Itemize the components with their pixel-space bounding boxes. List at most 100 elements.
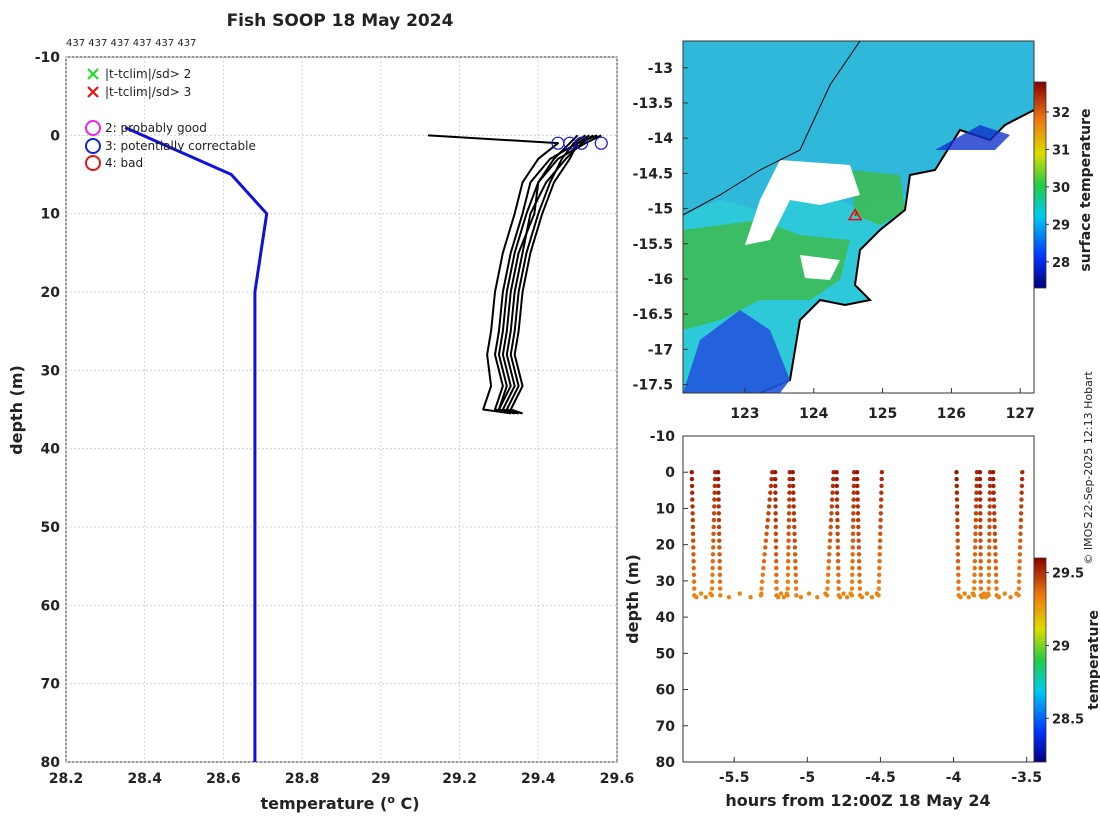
timeseries-dot [768,483,774,489]
timeseries-dot [992,517,997,523]
cast-profile-line [497,134,602,415]
timeseries-dot [763,538,769,543]
timeseries-dot [717,552,722,557]
timeseries-dot [785,593,790,598]
timeseries-dot [773,531,779,536]
ship-position-triangle [847,208,863,221]
timeseries-dot [793,586,799,591]
map-colorbar-tick-label: 30 [1052,181,1070,196]
timeseries-dot [851,504,856,509]
timeseries-dot [1017,558,1022,564]
profile-x-tick-label: 28.6 [206,771,241,787]
timeseries-dot [785,572,791,578]
timeseries-dot [716,504,721,509]
timeseries-dot [691,565,696,571]
timeseries-dot [831,476,836,482]
timeseries-dot [849,586,855,591]
timeseries-dot [709,586,715,591]
map-colorbar-label: surface temperature [1078,108,1094,271]
profile-y-tick-label: 70 [41,677,61,693]
timeseries-dot [712,504,717,509]
timeseries-dot [1017,572,1022,578]
cast-profile-line [509,134,591,415]
timeseries-dot [851,517,856,523]
timeseries-dot [691,552,696,557]
timeseries-dot [787,490,792,495]
timeseries-dot [993,565,999,571]
timeseries-dot [717,558,722,564]
timeseries-y-tick-label: 70 [656,719,676,735]
timeseries-y-tick-label: 40 [656,610,676,626]
timeseries-dot [878,511,884,516]
timeseries-dot [824,593,830,598]
cast-profile-line [497,134,579,415]
timeseries-dot [851,476,857,482]
timeseries-dot [711,511,717,516]
timeseries-dot [856,524,861,530]
timeseries-dot [978,565,983,571]
timeseries-dot [1016,586,1022,591]
timeseries-dot [716,517,722,523]
timeseries-axes [682,435,1035,763]
timeseries-dot [836,572,841,578]
timeseries-dot [690,497,695,502]
timeseries-dot [855,511,861,516]
timeseries-dot [855,476,860,482]
timeseries-dot [879,476,884,482]
legend-marker-circle [85,138,101,154]
legend-label: |t-tclim|/sd> 3 [105,85,191,99]
timeseries-dot [977,504,983,509]
profile-lines [124,126,608,762]
timeseries-x-tick-label: -4 [946,770,962,786]
timeseries-dot [785,565,791,571]
timeseries-dot [954,497,960,502]
timeseries-dot [877,545,883,550]
timeseries-dot [992,511,997,516]
map-panel: 123 124 125 126 127 -13 -13.5 -14 -14.5 -15 -15.5 -… [633,40,1094,422]
timeseries-dot [878,524,883,530]
timeseries-dot [991,476,996,482]
timeseries-dot [994,586,999,591]
timeseries-dot [977,476,983,482]
timeseries-dot [837,594,843,600]
timeseries-y-tick-label: 80 [656,755,676,771]
timeseries-dot [849,593,855,598]
timeseries-dot [835,524,840,530]
profile-x-tick-label: 29.4 [521,771,556,787]
timeseries-dot [774,579,779,584]
timeseries-dot [878,531,883,536]
timeseries-dot [826,558,832,564]
platform-id-labels: 437 437 437 437 437 437 [66,38,196,49]
timeseries-dot [835,517,840,523]
map-y-tick-label: -13.5 [633,96,673,112]
timeseries-dot [850,565,855,571]
timeseries-dot [826,565,831,571]
timeseries-dot [850,552,855,557]
timeseries-dot [828,524,833,530]
profile-grid [65,56,618,763]
timeseries-dot [716,490,721,495]
timeseries-dot [991,497,997,502]
timeseries-dot [834,504,840,509]
timeseries-dot [792,524,797,530]
timeseries-dot [850,572,855,578]
timeseries-dot [690,504,695,509]
timeseries-dot [703,594,709,600]
timeseries-dot [987,504,992,509]
map-y-tick-label: -14 [648,131,674,147]
timeseries-dot [877,558,882,564]
timeseries-dot [748,594,753,600]
legend-marker-x [87,68,99,80]
timeseries-dot [726,594,732,600]
timeseries-dot [1016,579,1022,584]
timeseries-dot [835,545,841,550]
timeseries-dot [691,579,697,584]
timeseries-dot [694,594,699,600]
timeseries-dot [815,594,820,600]
timeseries-dot [986,593,991,598]
timeseries-dot [962,591,967,596]
timeseries-dot [978,545,983,550]
timeseries-dot [791,504,796,509]
timeseries-dot [786,552,791,557]
timeseries-y-tick-label: -10 [650,429,676,445]
